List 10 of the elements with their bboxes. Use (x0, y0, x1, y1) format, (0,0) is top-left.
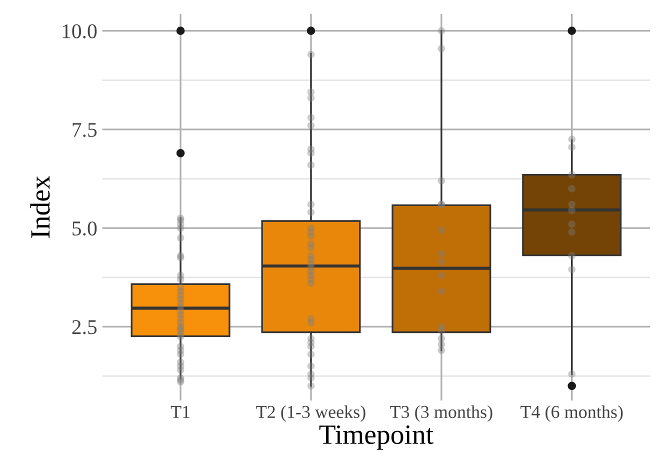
y-tick-label: 5.0 (72, 221, 97, 236)
x-tick-label: T3 (3 months) (390, 405, 492, 422)
x-tick-label: T4 (6 months) (520, 405, 623, 422)
y-tick-label: 7.5 (72, 123, 97, 137)
x-tick-label: T2 (1-3 weeks) (256, 405, 366, 422)
y-tick-label: 2.5 (72, 320, 97, 334)
y-tick-label: 10.0 (62, 24, 97, 38)
x-axis-title: Timepoint (319, 425, 434, 450)
x-tick-label: T1 (170, 406, 190, 418)
y-axis-title: Index (30, 176, 50, 238)
